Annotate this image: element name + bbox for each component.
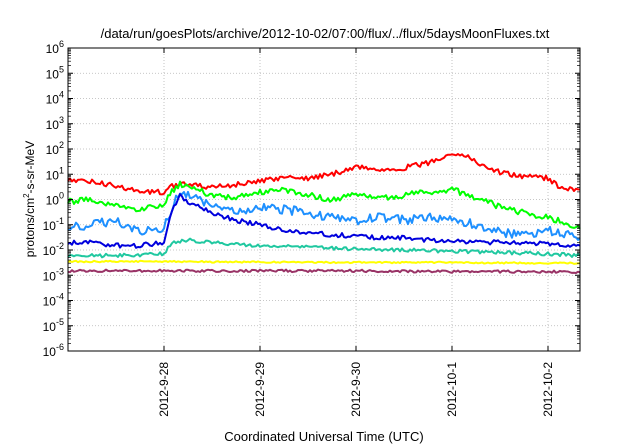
y-axis-label: protons/cm2-s-sr-MeV: [22, 141, 37, 257]
y-tick-label-exponent: -4: [56, 292, 64, 302]
y-tick-label-base: 10: [46, 93, 60, 107]
x-axis-label: Coordinated Universal Time (UTC): [224, 429, 423, 444]
x-tick-label: 2012-9-29: [253, 362, 267, 417]
y-tick-label-base: 10: [43, 345, 57, 359]
y-axis-label-suffix: -s-sr-MeV: [23, 141, 37, 194]
y-tick-label-exponent: 3: [59, 115, 64, 125]
series-line-1: [67, 153, 581, 196]
y-tick-label: 10-5: [43, 317, 64, 334]
y-tick-label-base: 10: [43, 219, 57, 233]
y-tick-label: 10-2: [43, 241, 64, 258]
series-line-2: [67, 180, 581, 230]
series-group: [67, 153, 581, 274]
y-tick-label-exponent: 1: [59, 165, 64, 175]
y-tick-label-exponent: -3: [56, 266, 64, 276]
x-tick-label: 2012-9-28: [157, 362, 171, 417]
y-tick-label-exponent: -2: [56, 241, 64, 251]
series-line-4: [67, 193, 581, 249]
x-tick-label: 2012-10-1: [445, 362, 459, 417]
y-tick-label-exponent: 6: [59, 39, 64, 49]
y-tick-label: 105: [46, 64, 64, 81]
y-tick-label-base: 10: [46, 67, 60, 81]
y-tick-label-exponent: -6: [56, 342, 64, 352]
x-tick-labels: 2012-9-28 2012-9-29 2012-9-30 2012-10-1 2012…: [157, 362, 555, 417]
y-tick-label-exponent: 5: [59, 64, 64, 74]
y-tick-label-base: 10: [43, 295, 57, 309]
y-tick-label-base: 10: [43, 269, 57, 283]
y-tick-label: 103: [46, 115, 64, 132]
y-tick-label-base: 10: [43, 320, 57, 334]
y-tick-label: 100: [46, 191, 64, 208]
series-line-3: [68, 190, 581, 241]
y-axis-label-exponent: 2: [22, 193, 31, 198]
y-tick-labels: 10-610-510-410-310-210-11001011021031041…: [43, 39, 64, 359]
y-tick-label: 10-1: [43, 216, 64, 233]
series-line-7: [67, 268, 581, 274]
y-tick-label: 10-4: [43, 292, 64, 309]
y-tick-label-base: 10: [46, 168, 60, 182]
y-tick-label: 101: [46, 165, 64, 182]
y-tick-label-exponent: -5: [56, 317, 64, 327]
y-tick-label-exponent: 0: [59, 191, 64, 201]
series-line-5: [67, 237, 581, 259]
x-tick-label: 2012-9-30: [349, 362, 363, 417]
y-tick-label-base: 10: [46, 194, 60, 208]
y-tick-label-exponent: 4: [59, 90, 64, 100]
y-tick-label-base: 10: [46, 118, 60, 132]
x-tick-label: 2012-10-2: [541, 362, 555, 417]
y-tick-label-base: 10: [46, 42, 60, 56]
y-tick-label-base: 10: [46, 143, 60, 157]
y-tick-label-base: 10: [43, 244, 57, 258]
series-line-6: [67, 259, 581, 265]
y-tick-label-exponent: -1: [56, 216, 64, 226]
grid: [68, 48, 580, 351]
y-tick-label: 102: [46, 140, 64, 157]
y-axis-label-prefix: protons/cm: [23, 198, 37, 257]
chart-title: /data/run/goesPlots/archive/2012-10-02/0…: [101, 26, 550, 41]
y-tick-label-exponent: 2: [59, 140, 64, 150]
y-tick-label: 104: [46, 90, 64, 107]
y-tick-label: 10-3: [43, 266, 64, 283]
y-tick-label: 106: [46, 39, 64, 56]
y-tick-label: 10-6: [43, 342, 64, 359]
ticks: [68, 47, 580, 352]
